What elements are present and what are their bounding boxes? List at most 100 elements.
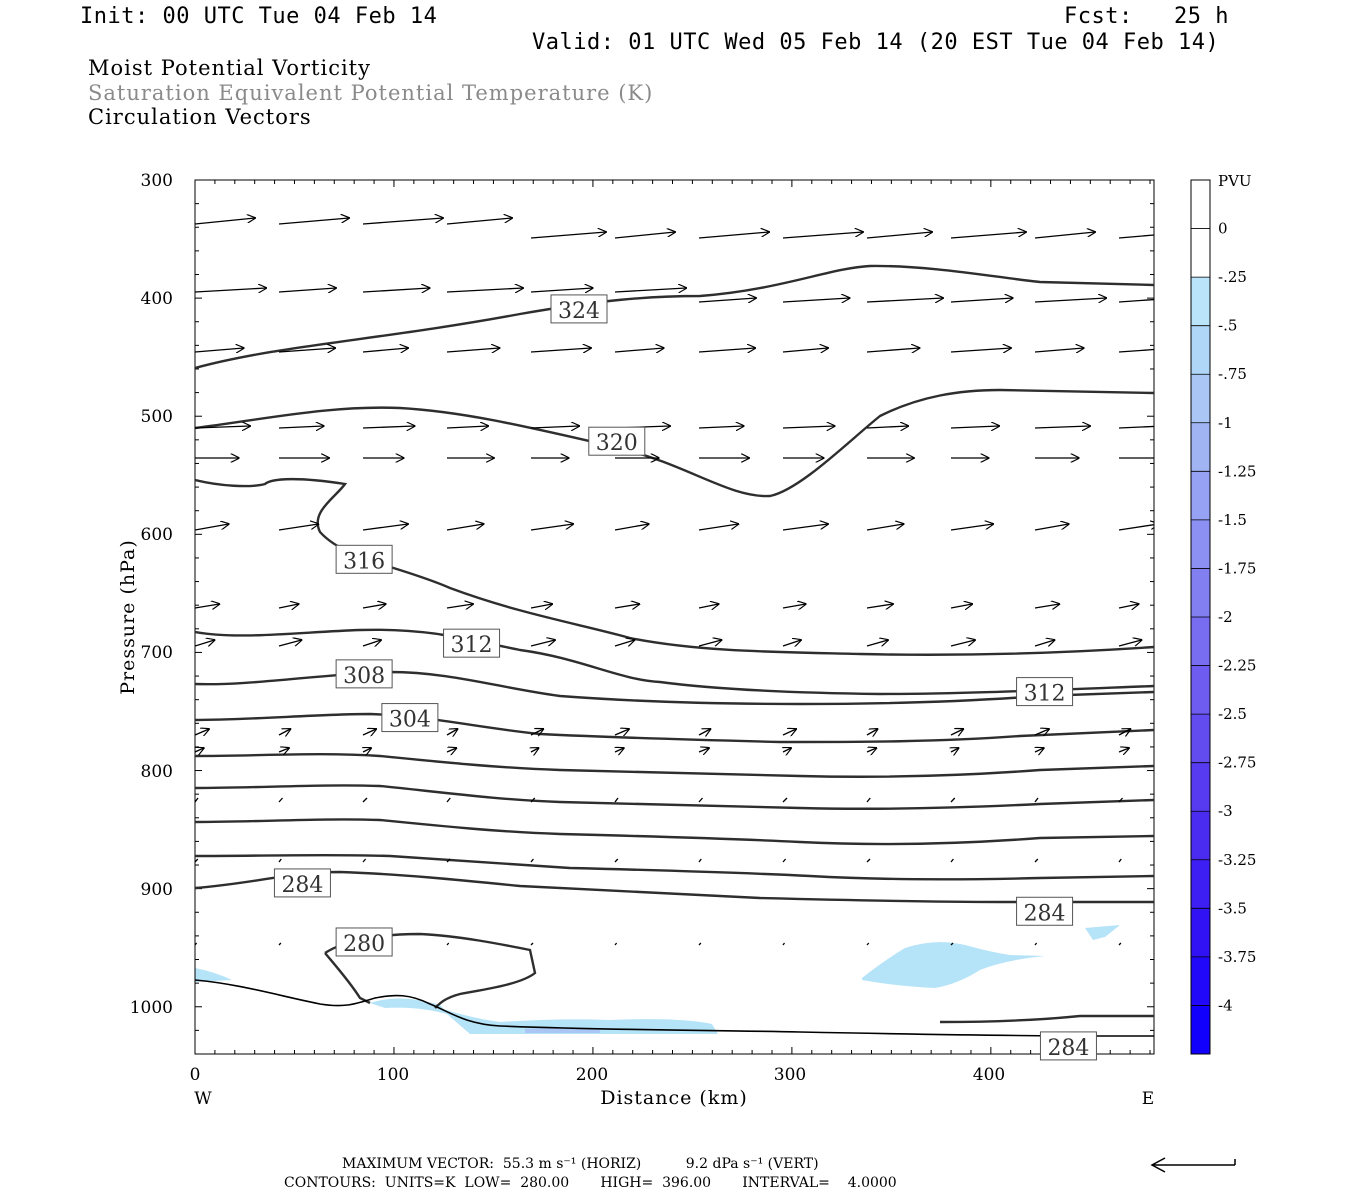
contour-label: 324 <box>550 294 608 324</box>
circulation-vector <box>278 426 324 428</box>
circulation-vector <box>362 640 381 646</box>
circulation-vector <box>783 748 791 752</box>
y-tick-label: 900 <box>141 880 173 900</box>
contour-line-292 <box>195 818 1154 846</box>
circulation-vector <box>530 797 536 803</box>
circulation-vector <box>446 288 523 292</box>
circulation-vector <box>866 348 920 352</box>
colorbar-swatch <box>1191 519 1210 569</box>
theta-e-contours <box>195 264 1154 1024</box>
svg-text:284: 284 <box>1024 901 1066 926</box>
circulation-vector <box>278 218 349 225</box>
contour-label: 304 <box>381 703 439 733</box>
circulation-vector <box>278 524 318 531</box>
svg-text:304: 304 <box>389 708 431 733</box>
circulation-vector <box>698 729 710 735</box>
circulation-vector <box>195 426 250 428</box>
circulation-vector <box>1034 426 1090 428</box>
contour-line-316 <box>195 477 1154 656</box>
circulation-vector <box>362 348 408 352</box>
x-tick-label: 100 <box>377 1065 409 1085</box>
circulation-vector <box>195 942 198 946</box>
circulation-vector <box>446 524 484 531</box>
colorbar-swatch <box>1191 422 1210 472</box>
circulation-vector <box>866 640 888 647</box>
circulation-vector <box>362 604 386 608</box>
colorbar-swatch <box>1191 665 1210 715</box>
colorbar-swatch <box>1191 277 1210 326</box>
x-end-label-west: W <box>194 1089 212 1109</box>
circulation-vector <box>950 729 963 735</box>
circulation-vector <box>195 604 219 608</box>
circulation-vector <box>1034 797 1039 803</box>
pv-shading <box>195 925 1120 1034</box>
y-tick-label: 500 <box>141 407 173 427</box>
circulation-vector <box>950 858 954 863</box>
pv-shade-region <box>370 998 450 1015</box>
circulation-vector <box>950 524 993 531</box>
circulation-vectors <box>195 218 1154 946</box>
circulation-vector <box>195 797 199 803</box>
circulation-vector <box>950 797 956 803</box>
ground-line <box>195 979 1154 1037</box>
colorbar-label: 0 <box>1218 220 1228 238</box>
circulation-vector <box>1118 348 1154 353</box>
colorbar-swatch <box>1191 762 1210 812</box>
circulation-vector <box>614 942 618 946</box>
contour-label: 312 <box>1016 677 1074 707</box>
circulation-vector <box>614 348 664 352</box>
colorbar-swatch <box>1191 956 1210 1006</box>
pv-shade-region <box>440 1008 718 1034</box>
pv-shade-region <box>1085 925 1120 940</box>
max-vector-note: MAXIMUM VECTOR: 55.3 m s⁻¹ (HORIZ) 9.2 d… <box>342 1156 819 1172</box>
contour-line-312 <box>195 628 1154 696</box>
circulation-vector <box>1034 640 1055 646</box>
circulation-vector <box>1034 858 1039 863</box>
init-time: Init: 00 UTC Tue 04 Feb 14 <box>80 4 438 29</box>
field-label-thetae: Saturation Equivalent Potential Temperat… <box>88 81 654 105</box>
contour-label: 312 <box>443 628 501 658</box>
circulation-vector <box>1034 524 1069 531</box>
circulation-vector <box>782 604 806 608</box>
contour-label: 284 <box>1016 896 1074 926</box>
circulation-vector <box>530 604 552 608</box>
plot-frame <box>194 179 1155 1055</box>
circulation-vector <box>278 858 282 863</box>
circulation-vector <box>446 218 512 225</box>
circulation-vector <box>866 232 932 239</box>
circulation-vector <box>950 348 1011 352</box>
y-tick-label: 800 <box>141 762 173 782</box>
circulation-vector <box>362 858 367 863</box>
circulation-vector <box>614 524 649 531</box>
circulation-vector <box>614 604 639 608</box>
colorbar-swatch <box>1191 617 1210 666</box>
forecast-hour: Fcst: 25 h <box>1064 4 1229 29</box>
contour-line-288 <box>195 853 1154 881</box>
circulation-vector <box>278 348 335 352</box>
circulation-vector <box>1034 298 1106 302</box>
circulation-vector <box>531 748 539 752</box>
colorbar-swatch <box>1191 859 1210 909</box>
colorbar-label: -.25 <box>1218 268 1247 286</box>
contour-label: 280 <box>335 927 393 957</box>
y-tick-label: 400 <box>141 289 173 309</box>
circulation-vector <box>278 942 282 946</box>
contour-line-300 <box>195 753 1154 778</box>
svg-text:308: 308 <box>343 664 385 689</box>
colorbar-label: -2 <box>1218 608 1233 626</box>
circulation-vector <box>614 797 619 803</box>
contour-line-284-east <box>939 1014 1154 1024</box>
circulation-vector <box>1118 640 1142 647</box>
colorbar-label: -3.5 <box>1218 899 1247 917</box>
svg-text:284: 284 <box>1047 1036 1089 1061</box>
pv-colorbar <box>1190 179 1211 1055</box>
colorbar-swatch <box>1191 811 1210 860</box>
field-label-vectors: Circulation Vectors <box>88 105 312 129</box>
circulation-vector <box>195 640 215 646</box>
circulation-vector <box>866 797 871 803</box>
colorbar-label: -3.75 <box>1218 948 1256 966</box>
svg-text:312: 312 <box>1024 682 1066 707</box>
circulation-vector <box>782 524 828 531</box>
circulation-vector <box>615 748 624 752</box>
